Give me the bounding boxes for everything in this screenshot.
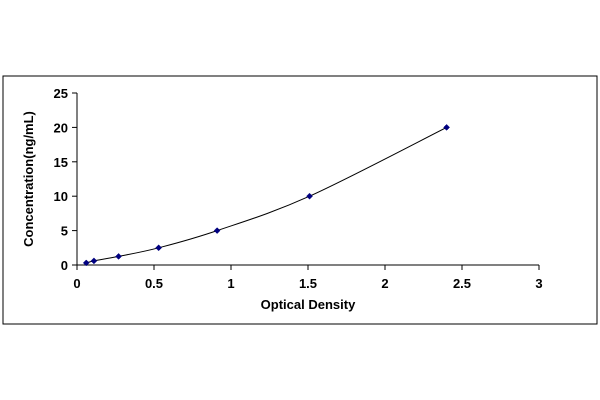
x-tick-label: 0 [73, 276, 80, 291]
x-tick-label: 3 [535, 276, 542, 291]
data-point [82, 259, 90, 267]
y-tick-label: 0 [61, 258, 68, 273]
y-tick-label: 20 [54, 120, 68, 135]
x-tick-label: 2.5 [453, 276, 471, 291]
data-point [115, 253, 122, 260]
x-axis-title: Optical Density [261, 297, 356, 312]
data-point [90, 257, 98, 265]
x-ticks: 0 0.5 1 1.5 2 2.5 3 [73, 265, 543, 291]
data-point [306, 192, 313, 200]
x-tick-label: 2 [381, 276, 388, 291]
data-point [443, 124, 450, 131]
x-tick-label: 0.5 [145, 276, 163, 291]
y-ticks: 0 5 10 15 20 25 [54, 86, 77, 273]
y-tick-label: 5 [61, 224, 68, 239]
x-tick-label: 1.5 [299, 276, 317, 291]
y-tick-label: 25 [54, 86, 68, 101]
y-tick-label: 10 [54, 189, 68, 204]
data-point [155, 244, 162, 252]
y-tick-label: 15 [54, 155, 68, 170]
x-tick-label: 1 [227, 276, 234, 291]
data-point [213, 227, 221, 234]
series-points [82, 124, 450, 267]
y-axis-title: Concentration(ng/mL) [21, 111, 36, 247]
